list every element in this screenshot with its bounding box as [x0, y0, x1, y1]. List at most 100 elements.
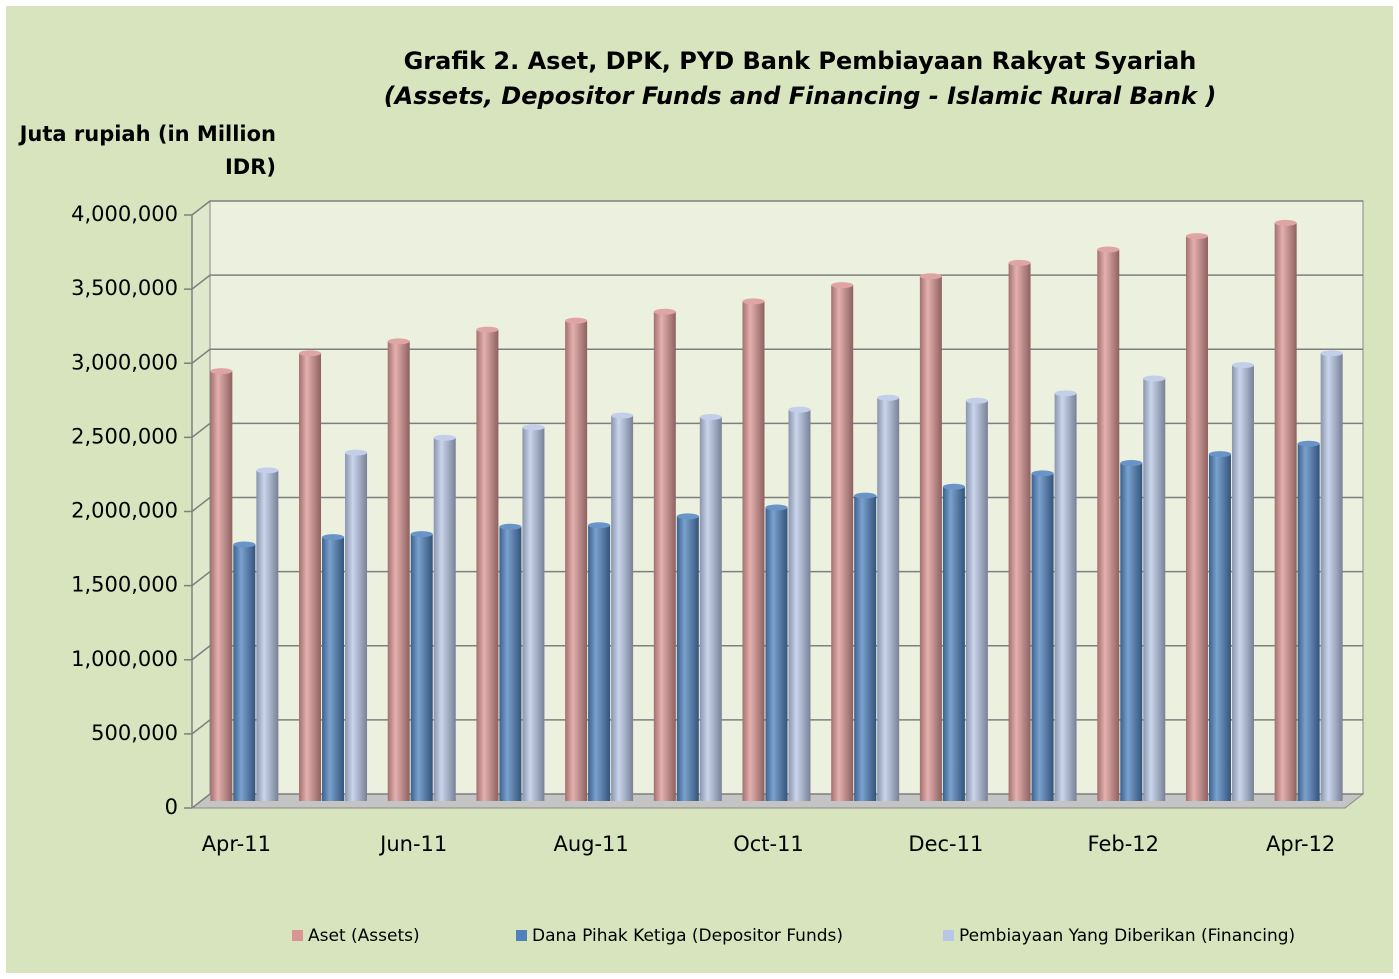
bar: [965, 400, 988, 801]
bar: [410, 534, 433, 801]
bar: [742, 301, 765, 801]
grid-line: [191, 348, 1363, 364]
y-tick-label: 3,000,000: [71, 350, 178, 374]
bar: [699, 417, 722, 801]
bar: [854, 495, 877, 801]
bar: [831, 285, 854, 802]
bar: [1054, 393, 1077, 801]
bar: [210, 371, 233, 801]
bar: [1143, 378, 1166, 801]
y-tick-label: 2,500,000: [71, 424, 178, 448]
bar: [1208, 454, 1231, 801]
bar-cap: [765, 504, 788, 511]
x-tick-label: Jun-11: [378, 832, 447, 856]
bar-cap: [322, 534, 345, 541]
bar-cap: [877, 394, 900, 401]
bar: [387, 341, 410, 801]
bar: [1031, 473, 1054, 801]
bar-cap: [699, 414, 722, 421]
bar-cap: [854, 492, 877, 499]
chart-title: Grafik 2. Aset, DPK, PYD Bank Pembiayaan…: [404, 47, 1197, 75]
bar-cap: [387, 338, 410, 345]
bar-cap: [653, 308, 676, 315]
bar: [788, 409, 811, 801]
bar: [1097, 249, 1120, 801]
bar: [1274, 222, 1297, 801]
bar-cap: [433, 434, 456, 441]
legend-label: Aset (Assets): [308, 926, 420, 946]
bar: [588, 525, 611, 801]
legend-swatch: [943, 930, 954, 941]
bar-cap: [942, 483, 965, 490]
bar-cap: [1054, 390, 1077, 397]
x-tick-label: Oct-11: [733, 832, 804, 856]
bar-cap: [565, 317, 588, 324]
bar-cap: [919, 273, 942, 280]
y-tick-label: 4,000,000: [71, 202, 178, 226]
x-tick-label: Apr-11: [202, 832, 271, 856]
chart-subtitle: (Assets, Depositor Funds and Financing -…: [384, 82, 1217, 110]
x-tick-label: Dec-11: [908, 832, 983, 856]
bar-cap: [965, 397, 988, 404]
bar: [433, 437, 456, 801]
bar-cap: [1097, 246, 1120, 253]
bar-cap: [522, 424, 545, 431]
bar: [877, 397, 900, 801]
bar-cap: [1320, 350, 1343, 357]
bar: [1008, 262, 1031, 801]
bar-cap: [1120, 459, 1143, 466]
bar-cap: [476, 326, 499, 333]
bar: [299, 353, 322, 801]
y-tick-label: 1,000,000: [71, 647, 178, 671]
bar: [565, 320, 588, 801]
x-tick-label: Apr-12: [1266, 832, 1335, 856]
bar: [919, 276, 942, 801]
bar-cap: [742, 298, 765, 305]
bar-cap: [233, 541, 256, 548]
bar-cap: [1231, 362, 1254, 369]
bar-cap: [345, 449, 368, 456]
legend-swatch: [292, 930, 303, 941]
bar: [345, 452, 368, 801]
bar: [942, 486, 965, 801]
bar: [1297, 443, 1320, 801]
bar-cap: [1297, 440, 1320, 447]
bar: [765, 507, 788, 801]
y-tick-label: 500,000: [91, 721, 178, 745]
bar: [499, 526, 522, 801]
bar: [1320, 353, 1343, 801]
x-tick-label: Aug-11: [553, 832, 628, 856]
bar: [322, 537, 345, 801]
bar-cap: [788, 406, 811, 413]
grid-line: [191, 200, 1363, 216]
bar-cap: [1031, 470, 1054, 477]
y-tick-label: 1,500,000: [71, 573, 178, 597]
bar: [1231, 365, 1254, 801]
legend-label: Dana Pihak Ketiga (Depositor Funds): [532, 926, 843, 946]
bar: [233, 544, 256, 801]
bar-cap: [1185, 233, 1208, 240]
bar: [256, 470, 279, 801]
bar-cap: [499, 523, 522, 530]
bar-cap: [410, 531, 433, 538]
bar-cap: [1274, 219, 1297, 226]
bar-cap: [831, 282, 854, 289]
bar-cap: [1208, 451, 1231, 458]
y-tick-label: 3,500,000: [71, 276, 178, 300]
y-tick-label: 0: [165, 795, 178, 819]
bar: [1185, 236, 1208, 802]
legend-label: Pembiayaan Yang Diberikan (Financing): [959, 926, 1295, 946]
x-tick-label: Feb-12: [1088, 832, 1159, 856]
bar-cap: [210, 368, 233, 375]
bar-cap: [611, 412, 634, 419]
bar-cap: [299, 350, 322, 357]
grid-line: [191, 274, 1363, 290]
bar: [522, 427, 545, 801]
bar-cap: [676, 513, 699, 520]
bar: [653, 311, 676, 801]
bar: [611, 415, 634, 801]
bar-cap: [1008, 259, 1031, 266]
bar-cap: [256, 467, 279, 474]
